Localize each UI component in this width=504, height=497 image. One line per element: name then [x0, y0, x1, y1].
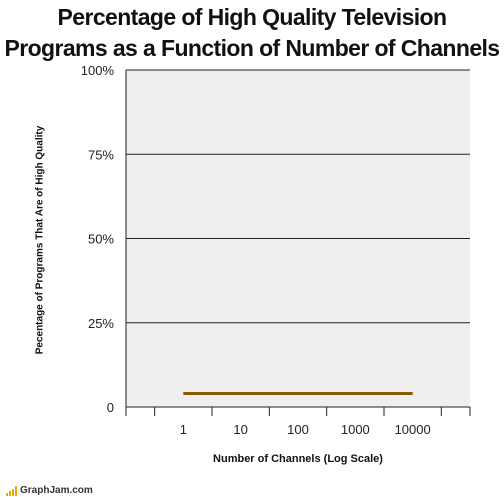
x-tick-label: 100: [287, 422, 309, 437]
footer-brand[interactable]: GraphJam.com: [6, 484, 93, 496]
tick-labels: 0 25% 50% 75% 100% 1 10 100 1000 10000: [81, 63, 431, 437]
chart-title-line-1: Percentage of High Quality Television: [57, 4, 448, 30]
y-tick-label: 0: [107, 400, 114, 415]
y-axis-label-text: Pecentage of Programs That Are of High Q…: [34, 125, 46, 355]
graphjam-link[interactable]: GraphJam.com: [20, 485, 93, 496]
x-axis-label: Number of Channels (Log Scale): [213, 453, 383, 465]
bar-chart-icon: [6, 486, 17, 496]
y-tick-label: 50%: [88, 232, 114, 247]
grid-lines: [125, 69, 470, 408]
axis-ticks: [125, 407, 471, 416]
x-tick-label: 1: [180, 422, 187, 437]
x-tick-label: 10: [233, 422, 247, 437]
x-tick-label: 10000: [395, 422, 431, 437]
y-tick-label: 75%: [88, 147, 114, 162]
y-tick-label: 100%: [81, 63, 115, 78]
y-tick-label: 25%: [88, 316, 114, 331]
chart-title-line-2: Programs as a Function of Number of Chan…: [4, 35, 500, 61]
x-tick-label: 1000: [341, 422, 370, 437]
chart-title: Percentage of High Quality Television Pr…: [0, 2, 504, 64]
